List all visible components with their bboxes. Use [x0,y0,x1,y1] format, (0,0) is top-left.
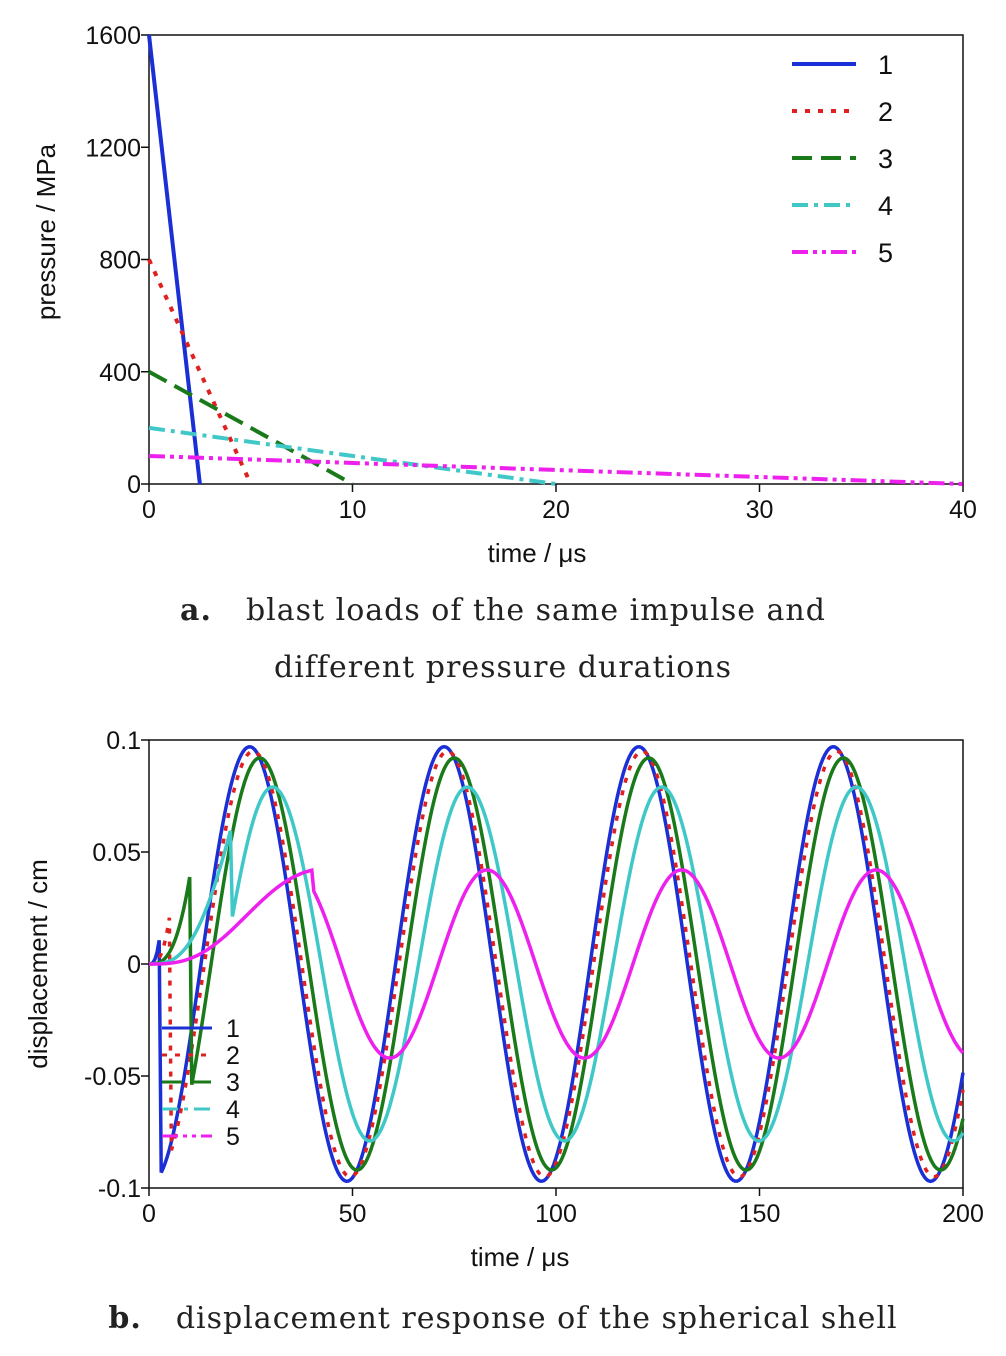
chart-0-ytick-label: 400 [99,359,141,387]
chart-a-series-line-2 [147,258,253,485]
chart-1-ytick-label: 0 [127,951,141,979]
chart-1-xtick-label: 150 [739,1200,781,1228]
chart-0-xtick-label: 10 [339,496,367,524]
chart-a-series-line-1 [147,34,202,485]
chart-b-legend-label: 5 [226,1123,240,1151]
chart-a-legend-label: 4 [878,191,893,221]
chart-a-plot-area [148,34,964,485]
chart-b-legend-label: 1 [226,1015,240,1043]
caption-b-line1: b. displacement response of the spherical… [0,1301,1006,1336]
chart-0-ytick-label: 0 [127,471,141,499]
chart-b-series-line-1 [148,744,965,1184]
chart-1-xtick-label: 50 [339,1200,367,1228]
caption-a-text: blast loads of the same impulse and [245,593,826,628]
chart-0-xtick-label: 20 [542,496,570,524]
chart-1-xtick-label: 100 [535,1200,577,1228]
chart-1-ytick-label: -0.1 [98,1175,141,1203]
caption-a-line1: a. blast loads of the same impulse and [0,593,1006,628]
chart-0-xtick-label: 30 [746,496,774,524]
chart-a-series-line-3 [148,369,354,486]
chart-0-ytick-label: 1600 [85,22,141,50]
chart-b-ticks: 0 50 100 150 200 -0.1 -0.05 0 0.05 0.1 [84,727,984,1228]
caption-b-tag: b. [108,1301,142,1336]
chart-1-ytick-label: 0.05 [92,839,141,867]
chart-1-xtick-label: 0 [142,1200,156,1228]
chart-1-ytick-label: 0.1 [106,727,141,755]
chart-0-ytick-label: 1200 [85,134,141,162]
chart-b-legend-label: 3 [226,1069,240,1097]
chart-a-legend-label: 2 [878,97,893,127]
chart-a-legend-label: 3 [878,144,893,174]
chart-b-series [148,744,965,1184]
chart-b-legend-label: 2 [226,1042,240,1070]
chart-a-series-line-5 [148,453,964,486]
chart-b-series-line-2 [148,749,965,1179]
chart-b-series-line-3 [148,756,965,1172]
chart-b-series-line-5 [149,868,965,1060]
chart-b-legend-label: 4 [226,1096,240,1124]
caption-a-line2: different pressure durations [0,650,1006,685]
chart-0-ytick-label: 800 [99,247,141,275]
caption-a-text2: different pressure durations [274,650,732,685]
chart-b-ylabel: displacement / cm [23,859,53,1069]
chart-a-series [147,34,964,486]
chart-b-xlabel: time / μs [471,1242,570,1272]
chart-a-legend-label: 5 [878,238,893,268]
chart-0-xtick-label: 40 [949,496,977,524]
chart-a-legend-label: 1 [878,50,893,80]
chart-1-ytick-label: -0.05 [84,1063,141,1091]
chart-1-xtick-label: 200 [942,1200,984,1228]
caption-a-tag: a. [180,593,212,628]
chart-a-xlabel: time / μs [488,538,587,568]
caption-b-text: displacement response of the spherical s… [175,1301,898,1336]
chart-0-xtick-label: 0 [142,496,156,524]
chart-a-series-line-4 [148,425,557,486]
chart-b-series-line-4 [149,785,965,1143]
chart-a-legend: 1 2 3 4 5 [792,50,893,268]
chart-a-ylabel: pressure / MPa [31,143,61,320]
